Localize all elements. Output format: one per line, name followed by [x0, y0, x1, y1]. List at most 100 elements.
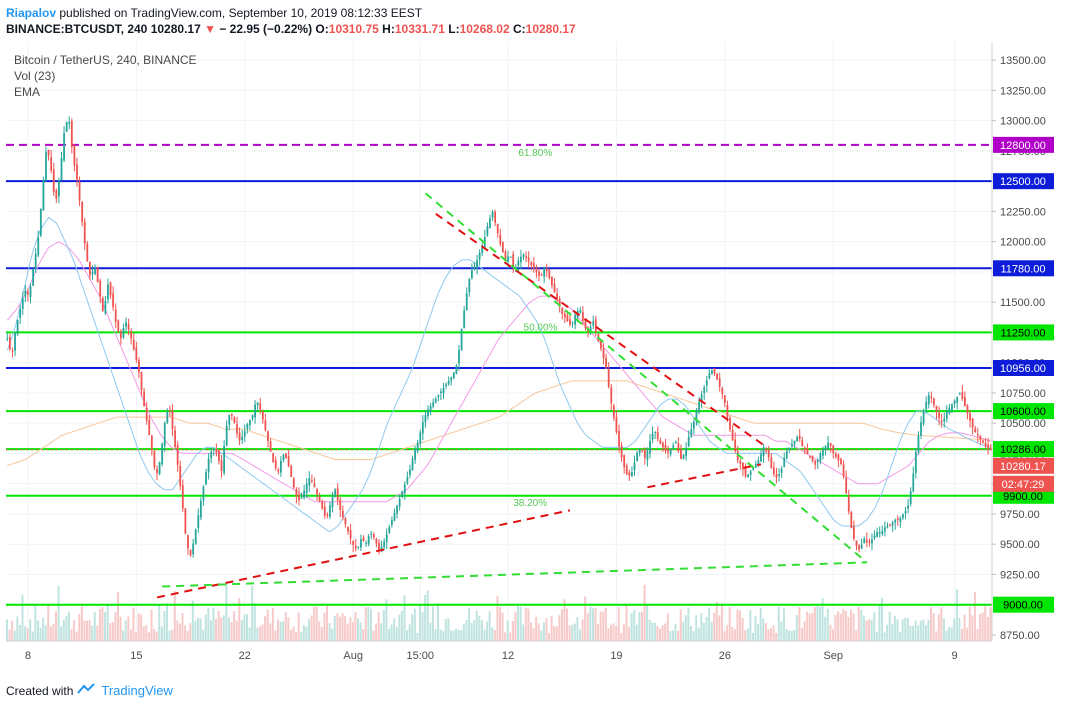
volume-bar — [483, 630, 486, 641]
y-tick-label: 10500.00 — [1000, 418, 1046, 430]
volume-bar — [186, 630, 189, 641]
candle-body — [347, 526, 349, 532]
candle-body — [96, 267, 99, 283]
candle-body — [179, 465, 182, 487]
candle-body — [850, 512, 853, 529]
candle-body — [610, 387, 613, 404]
candle-body — [969, 413, 971, 421]
candle-body — [548, 269, 551, 279]
candle-body — [321, 501, 324, 509]
candle-body — [385, 534, 388, 543]
volume-bar — [937, 613, 940, 641]
legend-title[interactable]: Bitcoin / TetherUS, 240, BINANCE — [14, 53, 197, 67]
time-axis[interactable]: 8 15 22 Aug 15:00 12 19 26 Sep 9 — [6, 640, 992, 662]
candle-body — [904, 510, 907, 514]
volume-bar — [344, 615, 347, 641]
candle-body — [101, 298, 104, 311]
volume-bar — [527, 608, 530, 641]
candle-body — [664, 445, 667, 451]
candle-body — [989, 448, 992, 450]
volume-bar — [258, 626, 261, 641]
footer: Created with TradingView — [6, 683, 173, 698]
volume-bar — [591, 608, 594, 641]
level-badge-label: 9000.00 — [1003, 600, 1043, 612]
price-axis[interactable]: 8750.009000.009250.009500.009750.0010000… — [991, 42, 1054, 642]
candle-body — [86, 243, 89, 262]
volume-bar — [357, 618, 360, 641]
volume-bar — [225, 581, 228, 641]
created-with-label: Created with — [6, 683, 74, 698]
volume-bar — [659, 628, 662, 641]
legend-ema[interactable]: EMA — [14, 85, 41, 99]
candle-body — [695, 410, 698, 421]
volume-bar — [909, 626, 912, 641]
volume-bar — [607, 628, 610, 641]
volume-bar — [289, 630, 292, 641]
volume-bar — [656, 626, 659, 641]
volume-bar — [519, 606, 522, 641]
volume-bar — [529, 622, 532, 641]
volume-bar — [640, 612, 643, 641]
volume-bar — [669, 631, 672, 641]
candle-body — [303, 490, 306, 499]
volume-bar — [295, 632, 298, 641]
volume-bar — [439, 629, 442, 641]
volume-bar — [29, 619, 32, 641]
candle-body — [91, 272, 94, 274]
candle-body — [889, 524, 891, 527]
publisher-name[interactable]: Riapalov — [6, 6, 57, 20]
volume-bar — [718, 615, 721, 641]
candle-body — [956, 397, 959, 403]
candle-body — [442, 388, 445, 394]
candle-body — [331, 496, 334, 508]
volume-bar — [842, 609, 845, 641]
candle-body — [922, 411, 925, 424]
volume-bar — [246, 614, 249, 641]
x-tick-label: 8 — [25, 650, 31, 662]
volume-bar — [780, 621, 783, 641]
volume-bar — [199, 618, 202, 641]
candle-body — [938, 412, 940, 419]
legend-volume[interactable]: Vol (23) — [14, 69, 56, 83]
candle-body — [853, 526, 855, 539]
candle-body — [847, 494, 850, 512]
level-badge — [993, 403, 1054, 420]
candle-body — [873, 535, 876, 539]
close-value: 10280.17 — [525, 22, 576, 36]
volume-bar — [44, 625, 47, 641]
volume-bar — [566, 608, 569, 641]
volume-bar — [674, 623, 677, 641]
volume-bar — [11, 620, 14, 641]
volume-bar — [850, 609, 853, 641]
candle-body — [279, 460, 282, 473]
tradingview-brand[interactable]: TradingView — [101, 683, 173, 698]
volume-bar — [380, 623, 383, 641]
candle-body — [344, 517, 347, 525]
volume-bar — [284, 612, 287, 641]
candle-body — [432, 402, 435, 407]
candle-body — [491, 211, 494, 218]
candle-body — [945, 411, 948, 419]
candle-body — [871, 539, 873, 544]
candle-body — [269, 441, 272, 452]
volume-bar — [899, 631, 902, 641]
candle-body — [669, 448, 672, 455]
candle-body — [538, 271, 540, 276]
candle-body — [770, 457, 773, 469]
candle-body — [896, 518, 899, 520]
volume-bar — [222, 615, 225, 641]
candle-body — [569, 319, 571, 325]
volume-bar — [256, 627, 259, 641]
volume-bar — [106, 604, 109, 641]
volume-bar — [395, 626, 398, 641]
candle-body — [225, 425, 228, 446]
candle-body — [827, 442, 830, 448]
candle-body — [574, 315, 577, 325]
candle-body — [39, 208, 42, 236]
volume-bar — [434, 628, 437, 641]
volume-bar — [922, 619, 925, 641]
volume-bar — [511, 620, 514, 641]
volume-bar — [950, 627, 953, 641]
volume-bar — [597, 623, 600, 641]
